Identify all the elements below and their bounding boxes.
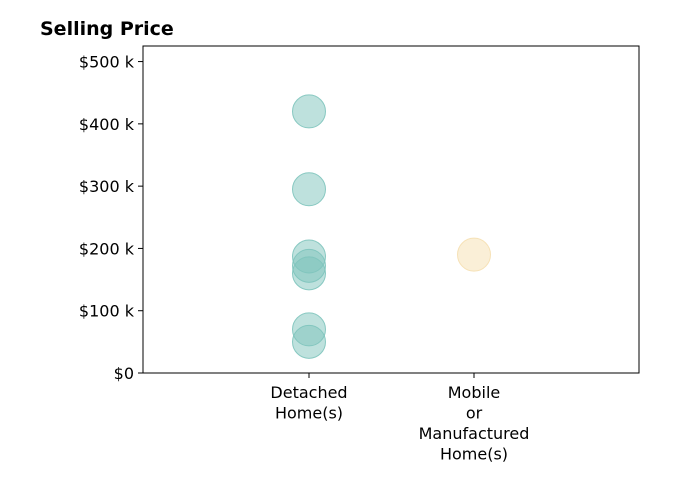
chart-title: Selling Price <box>40 18 174 40</box>
x-tick-label-line: or <box>466 404 483 423</box>
y-axis: $0 $100 k $200 k $300 k $400 k $500 k <box>79 53 143 383</box>
data-point <box>292 256 326 291</box>
y-tick-label: $200 k <box>79 239 135 258</box>
x-tick-label: Detached Home(s) <box>270 383 347 423</box>
x-axis: Detached Home(s) Mobile or Manufactured Home(… <box>270 373 529 464</box>
y-tick-label: $400 k <box>79 115 135 134</box>
x-tick-label: Mobile or Manufactured Home(s) <box>419 383 530 464</box>
data-point <box>292 172 326 207</box>
y-tick-label: $100 k <box>79 302 135 321</box>
y-tick-label: $500 k <box>79 53 135 72</box>
data-point <box>292 94 326 129</box>
data-points <box>292 94 491 359</box>
y-tick-label: $300 k <box>79 177 135 196</box>
data-point <box>457 237 491 272</box>
plot-frame <box>142 45 640 374</box>
x-tick-label-line: Home(s) <box>440 445 508 464</box>
x-tick-label-line: Home(s) <box>275 404 343 423</box>
x-tick-label-line: Detached <box>270 383 347 402</box>
y-tick-label: $0 <box>114 364 134 383</box>
data-point <box>292 324 326 359</box>
x-tick-label-line: Mobile <box>448 383 500 402</box>
x-tick-label-line: Manufactured <box>419 424 530 443</box>
